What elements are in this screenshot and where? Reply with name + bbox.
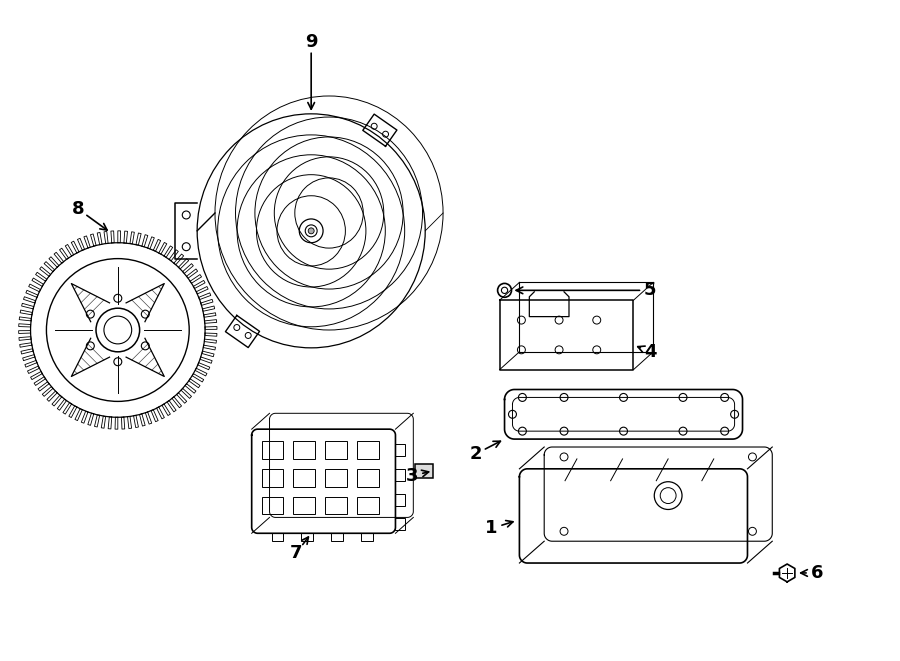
Bar: [325, 496, 346, 514]
Circle shape: [308, 228, 314, 234]
Bar: [356, 441, 379, 459]
Text: 5: 5: [644, 282, 657, 299]
Bar: [325, 441, 346, 459]
Bar: [331, 533, 343, 541]
Text: 7: 7: [290, 544, 302, 562]
Bar: [395, 518, 405, 530]
Text: 4: 4: [644, 343, 657, 361]
Bar: [293, 496, 315, 514]
Bar: [262, 469, 284, 486]
Text: 8: 8: [72, 200, 85, 218]
Text: 1: 1: [485, 520, 498, 537]
Bar: [395, 469, 405, 481]
Bar: [272, 533, 284, 541]
Bar: [395, 444, 405, 456]
Bar: [325, 469, 346, 486]
Bar: [262, 496, 284, 514]
Text: 2: 2: [470, 445, 482, 463]
Bar: [361, 533, 373, 541]
Bar: [356, 496, 379, 514]
Text: 3: 3: [406, 467, 419, 485]
Bar: [395, 494, 405, 506]
Bar: [293, 441, 315, 459]
Text: 9: 9: [305, 34, 318, 52]
Bar: [356, 469, 379, 486]
Bar: [293, 469, 315, 486]
Bar: [415, 464, 433, 478]
Text: 6: 6: [811, 564, 824, 582]
Bar: [302, 533, 313, 541]
Bar: [262, 441, 284, 459]
